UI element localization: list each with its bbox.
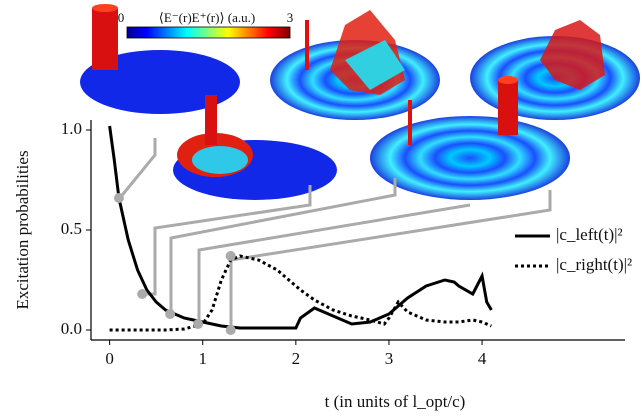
connector <box>169 178 397 314</box>
x-tick-label: 3 <box>385 349 394 368</box>
inset-peak <box>540 20 605 90</box>
colorbar-label: ⟨E⁻(r)E⁺(r)⟩ (a.u.) <box>159 10 255 25</box>
x-tick-label: 1 <box>198 349 207 368</box>
inset-peak <box>192 146 248 174</box>
connector <box>229 190 552 330</box>
legend-label: |c_right(t)|² <box>556 255 632 274</box>
x-tick-label: 4 <box>478 349 487 368</box>
snapshot-marker <box>225 251 236 261</box>
colorbar-tick: 0 <box>118 10 125 25</box>
inset-peak <box>305 20 309 70</box>
legend-label: |c_left(t)|² <box>556 225 623 244</box>
snapshot-marker <box>137 289 148 299</box>
inset-peak <box>205 95 217 145</box>
inset-disk <box>80 50 240 114</box>
x-axis-label: t (in units of l_opt/c) <box>325 392 466 411</box>
inset-peak <box>408 100 412 145</box>
connector <box>143 185 312 296</box>
connector <box>117 138 157 200</box>
y-tick-label: 0.0 <box>61 319 82 338</box>
colorbar-tick: 3 <box>287 10 294 25</box>
y-tick-label: 0.5 <box>61 219 82 238</box>
series-line <box>109 254 492 332</box>
inset-disk <box>370 116 570 200</box>
connectors <box>117 138 552 330</box>
inset-peak <box>498 76 518 84</box>
snapshot-marker <box>225 325 236 335</box>
snapshot-marker <box>113 193 124 203</box>
series-line <box>108 125 493 330</box>
x-tick-label: 0 <box>105 349 114 368</box>
inset-peak <box>345 40 405 90</box>
y-tick-label: 1.0 <box>61 119 82 138</box>
y-axis-label: Excitation probabilities <box>13 150 32 309</box>
inset-peak <box>498 80 518 135</box>
inset-peak <box>92 4 118 12</box>
snapshot-marker <box>193 319 204 329</box>
snapshot-marker <box>165 309 176 319</box>
x-tick-label: 2 <box>292 349 301 368</box>
colorbar <box>126 26 291 39</box>
inset-peak <box>92 8 118 70</box>
insets <box>80 4 640 200</box>
connector <box>197 203 471 324</box>
